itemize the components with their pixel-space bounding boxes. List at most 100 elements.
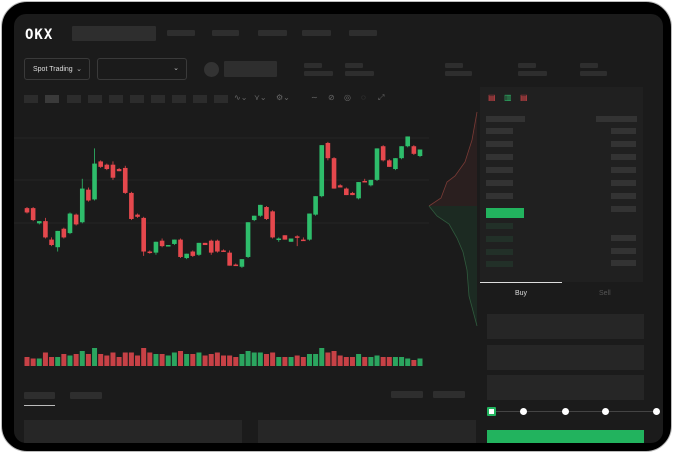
- tab-buy[interactable]: Buy: [515, 290, 528, 297]
- amount-slider-handle[interactable]: [487, 407, 496, 416]
- volume-bar: [153, 354, 159, 366]
- timeframe-button[interactable]: [24, 95, 38, 103]
- slider-step-25[interactable]: [520, 408, 527, 415]
- timeframe-button[interactable]: [172, 95, 186, 103]
- timeframe-button[interactable]: [67, 95, 81, 103]
- candle: [122, 167, 128, 193]
- candle: [196, 242, 202, 255]
- candle: [319, 145, 325, 197]
- candle: [417, 149, 423, 156]
- ask-price: [486, 154, 513, 160]
- volume-bar: [233, 357, 239, 366]
- volume-bar: [417, 358, 423, 366]
- book-header: [486, 116, 525, 122]
- target-icon[interactable]: ◎: [344, 93, 351, 102]
- candle: [393, 158, 398, 170]
- price-input[interactable]: [487, 314, 644, 339]
- candle: [294, 236, 300, 238]
- candle: [135, 214, 140, 217]
- candle: [86, 189, 91, 201]
- candle: [282, 235, 288, 240]
- candlestick-chart[interactable]: [14, 110, 429, 370]
- indicator-icon[interactable]: ∿⌄: [234, 93, 248, 102]
- bid-price: [486, 236, 513, 242]
- nav-item[interactable]: [349, 30, 377, 36]
- bid-amount: [611, 235, 636, 241]
- volume-bar: [67, 355, 73, 366]
- volume-bar: [196, 352, 202, 366]
- candle: [337, 185, 343, 188]
- search-bar[interactable]: [72, 26, 156, 41]
- volume-bar: [319, 348, 325, 366]
- bottom-action[interactable]: [391, 391, 423, 398]
- timeframe-button[interactable]: [214, 95, 228, 103]
- volume-bar: [190, 354, 196, 366]
- bid-amount: [611, 260, 636, 266]
- timer-icon[interactable]: ◌: [361, 93, 366, 102]
- nav-item[interactable]: [302, 30, 331, 36]
- nav-item[interactable]: [212, 30, 239, 36]
- volume-bar: [288, 357, 294, 366]
- timeframe-button[interactable]: [109, 95, 123, 103]
- volume-bar: [36, 358, 42, 366]
- settings-icon[interactable]: ⚙⌄: [276, 93, 290, 102]
- ask-amount: [611, 167, 636, 173]
- chart-type-icon[interactable]: ⋎⌄: [254, 93, 267, 102]
- chevron-down-icon: ⌄: [76, 66, 82, 73]
- nav-item[interactable]: [167, 30, 195, 36]
- volume-bar: [208, 354, 214, 366]
- tab-sell[interactable]: Sell: [599, 290, 611, 297]
- timeframe-button[interactable]: [45, 95, 59, 103]
- depth-asks-line: [428, 111, 478, 207]
- volume-bar: [141, 348, 147, 366]
- candle: [49, 239, 54, 246]
- orderbook-bids-icon[interactable]: ▥: [504, 93, 512, 102]
- book-header: [596, 116, 637, 122]
- market-type-dropdown[interactable]: Spot Trading ⌄: [24, 58, 90, 80]
- volume-bar: [294, 355, 300, 366]
- bottom-tab-history[interactable]: [70, 392, 102, 399]
- amount-input[interactable]: [487, 345, 644, 370]
- timeframe-button[interactable]: [88, 95, 102, 103]
- bottom-action[interactable]: [433, 391, 465, 398]
- pair-dropdown[interactable]: ⌄: [97, 58, 187, 80]
- orderbook-asks-icon[interactable]: ▤: [520, 93, 528, 102]
- timeframe-button[interactable]: [130, 95, 144, 103]
- volume-bar: [349, 357, 355, 366]
- depth-bids-area: [429, 206, 477, 326]
- ask-price: [486, 180, 513, 186]
- draw-icon[interactable]: ⊘: [328, 93, 335, 102]
- slider-step-75[interactable]: [602, 408, 609, 415]
- total-input[interactable]: [487, 375, 644, 400]
- slider-step-50[interactable]: [562, 408, 569, 415]
- nav-item[interactable]: [258, 30, 287, 36]
- trading-screen: OKX Spot Trading ⌄ ⌄ ∿⌄ ⋎⌄ ⚙⌄ ∼ ⊘ ◎ ◌ ⤢ …: [14, 14, 663, 443]
- chevron-down-icon: ⌄: [173, 65, 179, 72]
- volume-bar: [239, 354, 245, 366]
- volume-bar: [257, 352, 263, 366]
- candle: [239, 259, 245, 267]
- orderbook-both-icon[interactable]: ▤: [488, 93, 496, 102]
- okx-logo[interactable]: OKX: [25, 27, 54, 43]
- depth-asks-area: [429, 110, 477, 206]
- timeframe-button[interactable]: [151, 95, 165, 103]
- depth-bids-line: [428, 205, 478, 326]
- buy-button[interactable]: [487, 430, 644, 443]
- candle: [313, 196, 318, 215]
- candle: [411, 146, 417, 154]
- candle: [368, 179, 374, 186]
- fullscreen-icon[interactable]: ⤢: [378, 93, 385, 102]
- volume-bar: [104, 355, 110, 366]
- amount-slider-track[interactable]: [491, 411, 656, 412]
- candle: [350, 192, 355, 196]
- trendline-icon[interactable]: ∼: [311, 93, 318, 102]
- slider-step-100[interactable]: [653, 408, 660, 415]
- timeframe-button[interactable]: [193, 95, 207, 103]
- candle: [172, 239, 177, 244]
- volume-bar: [122, 352, 128, 366]
- candle: [362, 180, 368, 183]
- volume-bar: [386, 357, 392, 366]
- buy-sell-tabs: Buy Sell: [480, 282, 644, 304]
- bottom-tab-orders[interactable]: [24, 392, 55, 399]
